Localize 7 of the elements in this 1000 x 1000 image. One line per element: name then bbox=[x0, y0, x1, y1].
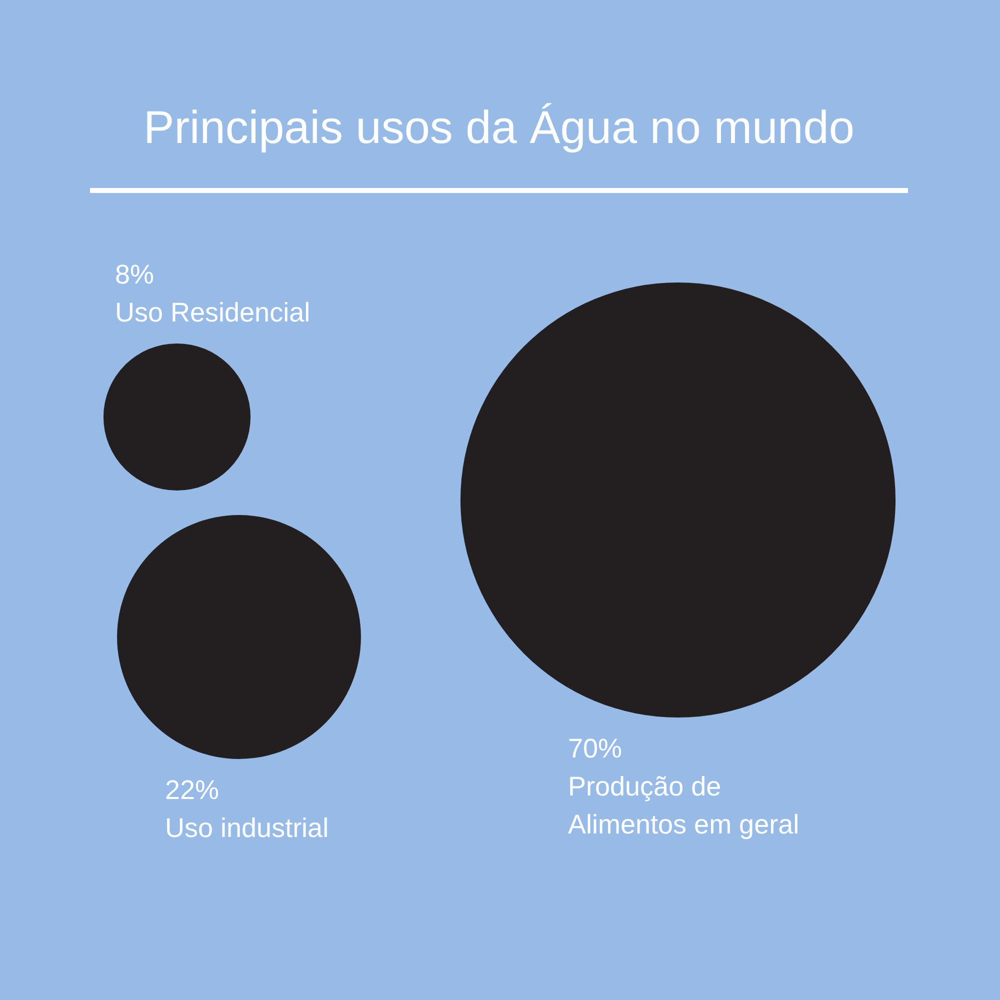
category-label: Uso Residencial bbox=[115, 297, 310, 328]
category-label: Produção de Alimentos em geral bbox=[568, 772, 800, 840]
category-label: Uso industrial bbox=[165, 812, 329, 843]
data-label: 22% bbox=[165, 774, 220, 805]
data-label: 70% bbox=[568, 734, 622, 764]
text: Principais usos da Água no mundo bbox=[142, 100, 856, 154]
data-label: 8% bbox=[115, 259, 154, 290]
